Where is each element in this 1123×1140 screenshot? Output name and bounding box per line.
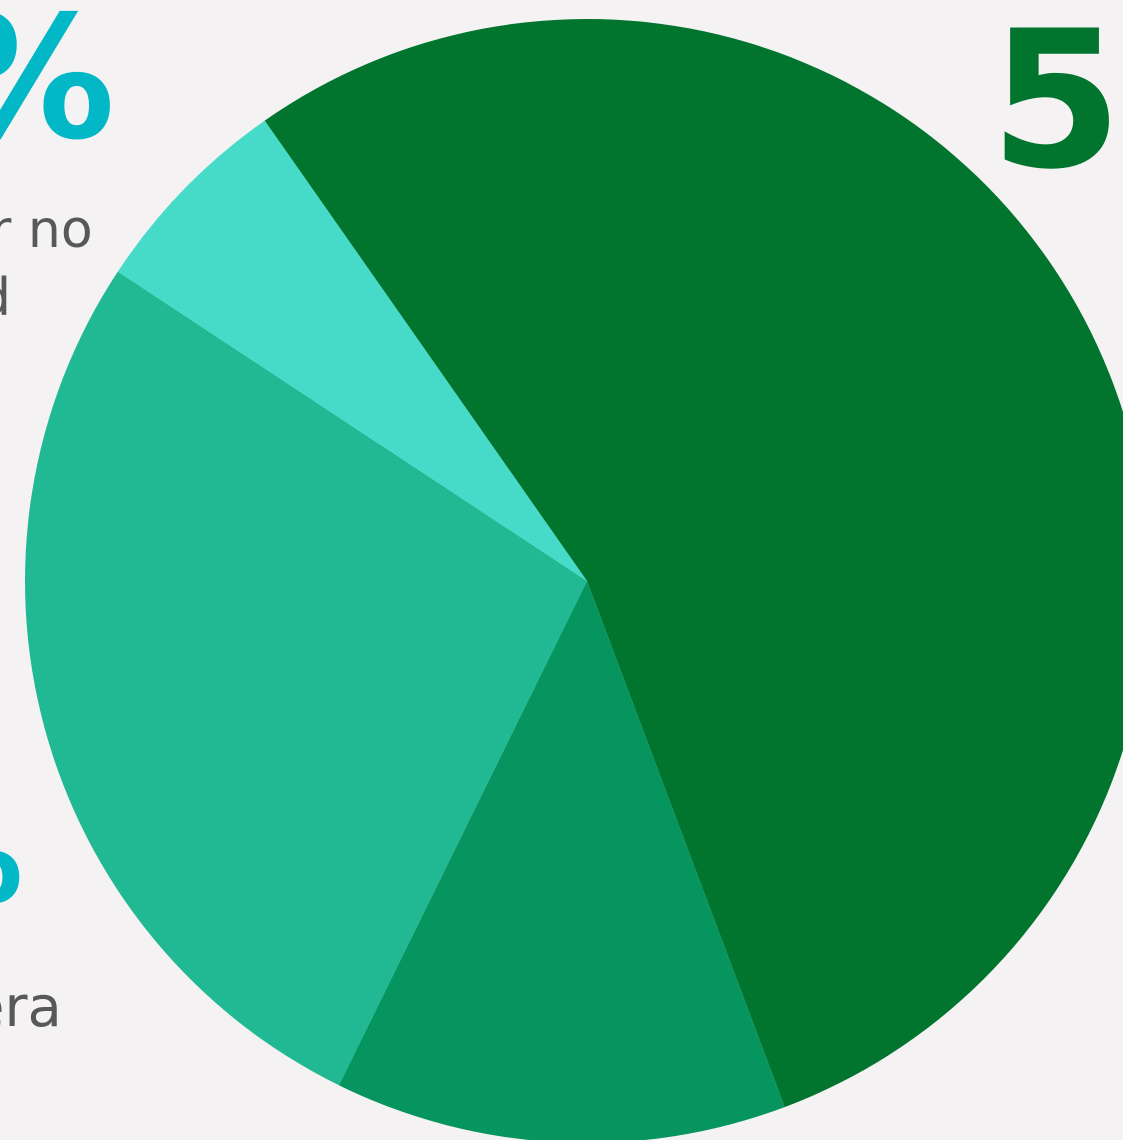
top-left-note-line-2: d	[0, 268, 11, 328]
pie-slice-1	[264, 19, 1123, 1108]
bottom-left-note: era	[0, 975, 62, 1040]
bottom-left-cyan-glyph: o	[0, 825, 23, 917]
pie-slice-4	[117, 120, 588, 582]
pie-slice-2	[338, 581, 785, 1140]
top-left-note-line-1: r no	[0, 200, 93, 260]
top-left-percent-label: %	[0, 0, 115, 164]
slice-value-label: 54	[990, 0, 1123, 211]
pie-slice-3	[25, 271, 588, 1086]
